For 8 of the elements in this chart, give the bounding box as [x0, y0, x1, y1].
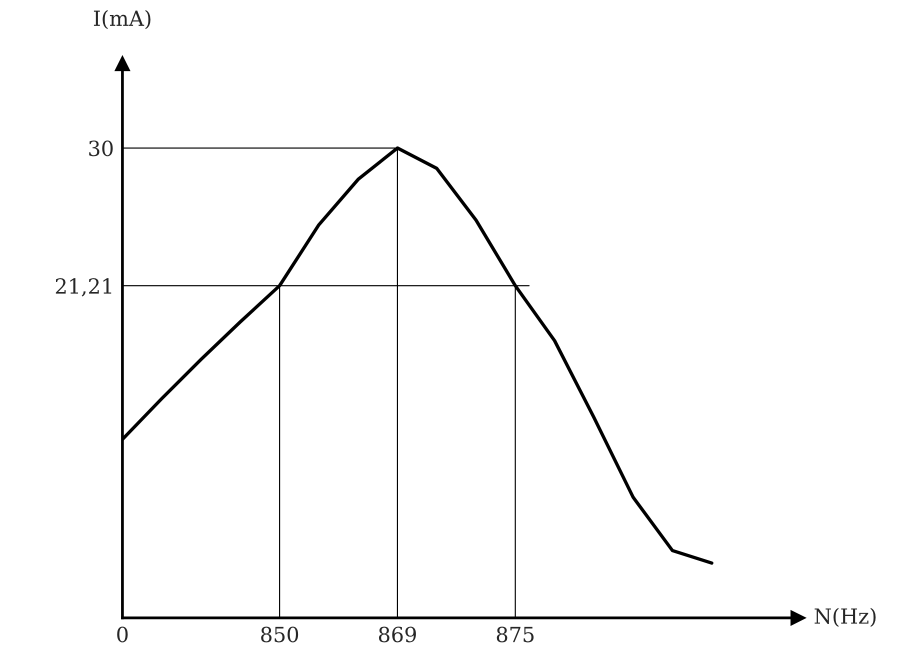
- x-axis-title: N(Hz): [814, 608, 876, 627]
- x-tick-label: 869: [378, 626, 416, 642]
- x-tick-label: 0: [117, 626, 128, 642]
- x-tick-label: 875: [496, 626, 534, 642]
- y-axis-title: I(mA): [94, 10, 150, 30]
- y-tick-label: 21,21: [56, 278, 112, 296]
- y-tick-label: 30: [89, 140, 113, 156]
- x-tick-label: 850: [261, 626, 298, 642]
